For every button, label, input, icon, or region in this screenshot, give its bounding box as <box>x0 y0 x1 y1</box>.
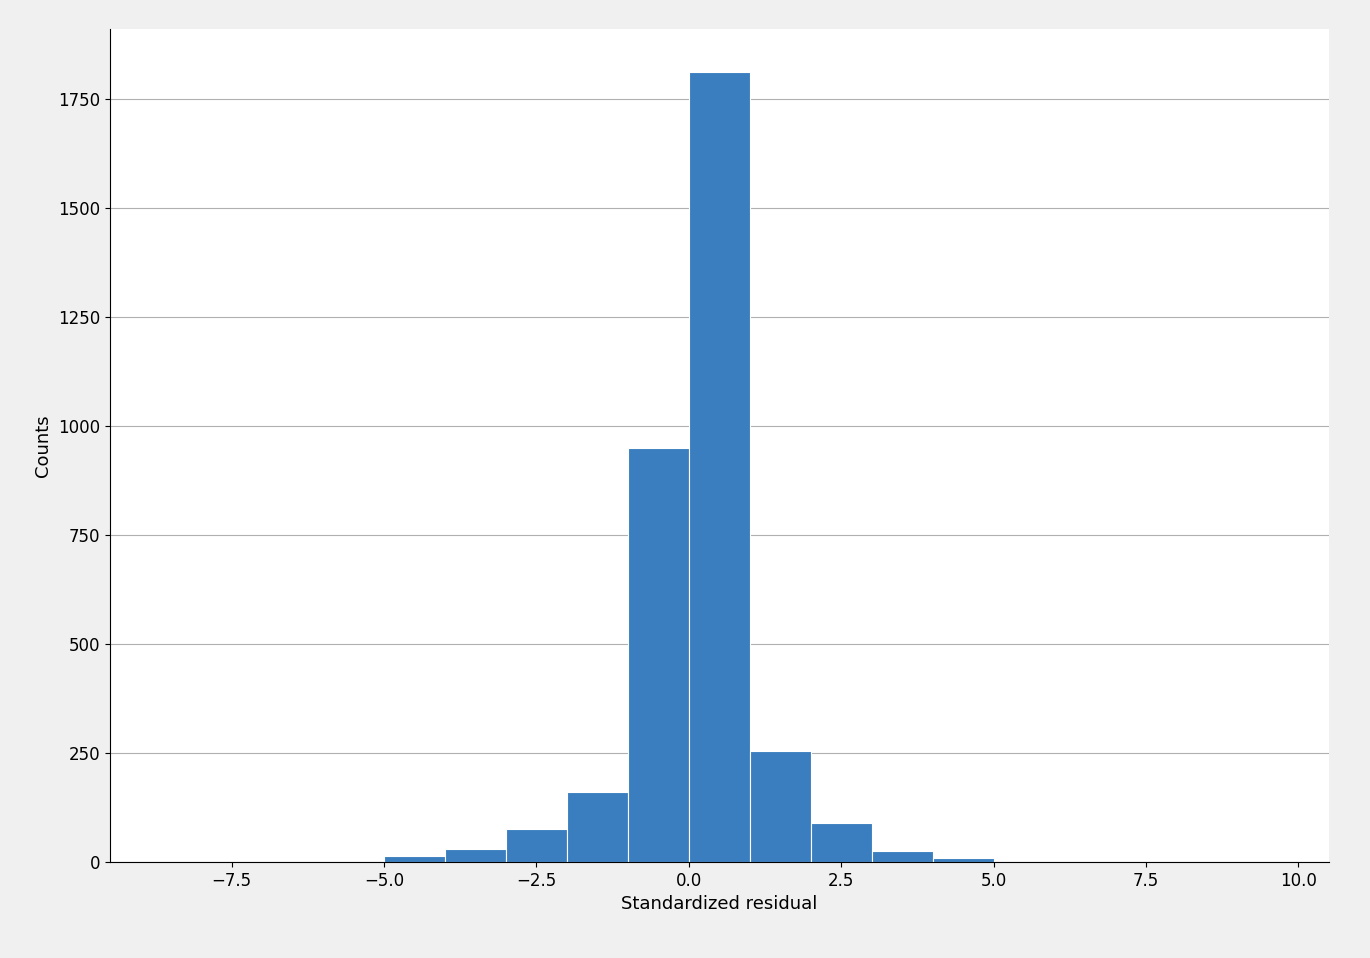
Bar <box>871 852 933 862</box>
Bar <box>811 823 871 862</box>
Bar <box>627 447 689 862</box>
Y-axis label: Counts: Counts <box>34 414 52 477</box>
Bar <box>689 73 749 862</box>
Bar <box>445 849 506 862</box>
X-axis label: Standardized residual: Standardized residual <box>621 896 818 914</box>
Bar <box>749 751 811 862</box>
Bar <box>567 792 627 862</box>
Bar <box>384 855 445 862</box>
Bar <box>506 830 567 862</box>
Bar <box>933 857 993 862</box>
